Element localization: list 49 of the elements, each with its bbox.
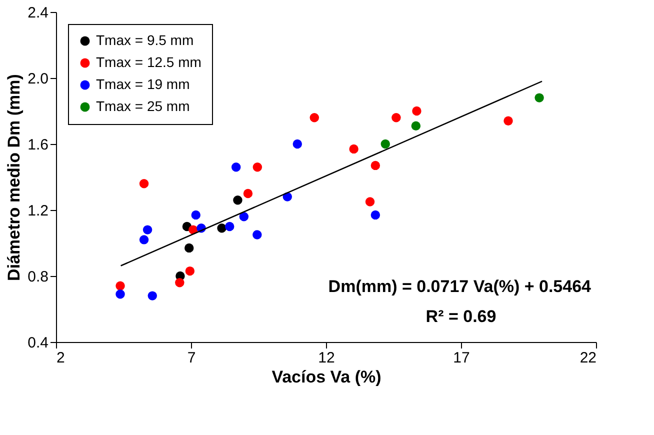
point [184, 243, 194, 253]
y-tick-label: 2.4 [28, 4, 48, 22]
point [217, 224, 226, 233]
point [252, 230, 262, 240]
point [243, 188, 253, 198]
point [139, 179, 149, 188]
x-tick-label: 17 [453, 350, 470, 366]
point [233, 196, 242, 205]
legend-label: Tmax = 9.5 mm [96, 32, 194, 48]
point [142, 225, 152, 234]
point [412, 106, 422, 116]
point [239, 212, 249, 222]
point [292, 139, 302, 149]
point [380, 139, 390, 149]
point [116, 290, 125, 299]
x-axis-title: Vacíos Va (%) [272, 368, 382, 386]
point [231, 162, 241, 172]
point [392, 113, 401, 122]
point [370, 160, 380, 170]
x-tick-label: 7 [187, 350, 196, 366]
y-tick-label: 0.4 [28, 334, 48, 352]
point [191, 210, 200, 220]
x-tick-label: 2 [56, 350, 65, 366]
point [411, 121, 421, 130]
point [370, 210, 380, 220]
point [252, 162, 262, 172]
point [139, 235, 149, 244]
y-tick-label: 2.0 [28, 70, 48, 88]
x-tick-label: 12 [318, 350, 335, 366]
annotation: Dm(mm) = 0.0717 Va(%) + 0.5464 [328, 277, 592, 296]
point [349, 144, 358, 154]
point [534, 93, 544, 102]
legend-label: Tmax = 19 mm [96, 76, 190, 92]
legend-label: Tmax = 12.5 mm [96, 54, 202, 70]
point [116, 281, 125, 290]
y-tick-label: 1.6 [28, 136, 48, 154]
y-axis-title: Diámetro medio Dm (mm) [4, 74, 24, 281]
annotation: R² = 0.69 [426, 307, 496, 326]
legend-label: Tmax = 25 mm [96, 98, 190, 114]
point [175, 278, 184, 288]
point [504, 116, 513, 126]
point [148, 291, 157, 300]
point [310, 113, 319, 122]
point [365, 197, 375, 206]
x-tick-label: 22 [580, 350, 596, 366]
y-tick-label: 0.8 [28, 268, 48, 286]
point [225, 222, 234, 232]
point [185, 266, 195, 276]
y-tick-label: 1.2 [28, 202, 48, 220]
